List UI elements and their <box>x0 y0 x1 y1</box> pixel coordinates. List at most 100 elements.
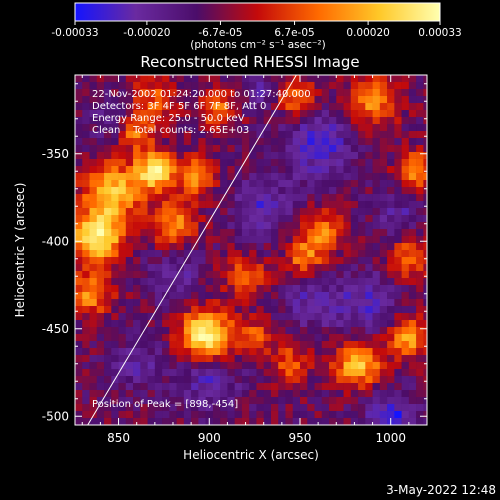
heatmap-cell <box>82 397 90 405</box>
heatmap-cell <box>249 418 257 425</box>
heatmap-cell <box>234 82 243 90</box>
heatmap-cell <box>423 264 427 272</box>
heatmap-cell <box>299 208 308 216</box>
heatmap-cell <box>89 229 98 237</box>
heatmap-cell <box>198 278 206 286</box>
heatmap-cell <box>89 194 98 202</box>
heatmap-cell <box>270 117 279 125</box>
heatmap-cell <box>379 404 388 412</box>
heatmap-cell <box>299 229 308 237</box>
heatmap-cell <box>394 327 402 335</box>
heatmap-cell <box>263 166 272 174</box>
heatmap-cell <box>270 404 279 412</box>
heatmap-cell <box>133 96 141 104</box>
y-tick-label: -350 <box>42 147 69 161</box>
heatmap-cell <box>263 404 272 412</box>
heatmap-cell <box>263 159 272 167</box>
heatmap-cell <box>416 96 424 104</box>
heatmap-cell <box>394 341 402 349</box>
heatmap-cell <box>263 89 272 97</box>
heatmap-cell <box>198 208 206 216</box>
heatmap-cell <box>89 362 98 370</box>
colorbar-tick-label: -6.7e-05 <box>198 27 242 39</box>
heatmap-cell <box>379 320 388 328</box>
heatmap-cell <box>241 418 250 425</box>
heatmap-cell <box>104 369 112 377</box>
heatmap-cell <box>162 229 170 237</box>
heatmap-cell <box>249 411 257 419</box>
heatmap-cell <box>111 75 119 83</box>
heatmap-cell <box>75 411 83 419</box>
heatmap-cell <box>423 369 427 377</box>
heatmap-cell <box>350 278 359 286</box>
heatmap-cell <box>169 411 177 419</box>
heatmap-cell <box>372 103 381 111</box>
heatmap-cell <box>212 299 221 307</box>
heatmap-cell <box>249 271 257 279</box>
heatmap-cell <box>329 208 337 216</box>
heatmap-cell <box>118 341 127 349</box>
heatmap-cell <box>75 271 83 279</box>
heatmap-cell <box>140 89 148 97</box>
heatmap-cell <box>379 418 388 425</box>
heatmap-cell <box>82 278 90 286</box>
heatmap-cell <box>249 124 257 132</box>
heatmap-cell <box>118 222 127 230</box>
heatmap-cell <box>169 208 177 216</box>
heatmap-cell <box>263 194 272 202</box>
heatmap-cell <box>118 383 127 391</box>
heatmap-cell <box>125 215 134 223</box>
heatmap-cell <box>256 341 264 349</box>
heatmap-cell <box>343 278 352 286</box>
heatmap-cell <box>372 194 381 202</box>
heatmap-cell <box>401 369 410 377</box>
heatmap-cell <box>82 418 90 425</box>
heatmap-cell <box>133 271 141 279</box>
heatmap-cell <box>111 299 119 307</box>
heatmap-cell <box>278 138 286 146</box>
heatmap-cell <box>292 369 301 377</box>
heatmap-cell <box>125 208 134 216</box>
heatmap-cell <box>198 292 206 300</box>
heatmap-cell <box>423 376 427 384</box>
heatmap-cell <box>169 82 177 90</box>
heatmap-cell <box>96 362 105 370</box>
heatmap-cell <box>234 131 243 139</box>
heatmap-cell <box>104 334 112 342</box>
heatmap-cell <box>336 355 344 363</box>
heatmap-cell <box>321 159 330 167</box>
heatmap-cell <box>329 285 337 293</box>
heatmap-cell <box>278 264 286 272</box>
heatmap-cell <box>285 341 294 349</box>
x-tick-label: 1000 <box>375 431 406 445</box>
heatmap-cell <box>358 369 366 377</box>
heatmap-cell <box>198 404 206 412</box>
heatmap-cell <box>169 355 177 363</box>
heatmap-cell <box>358 383 366 391</box>
heatmap-cell <box>111 285 119 293</box>
heatmap-cell <box>111 341 119 349</box>
heatmap-cell <box>89 397 98 405</box>
heatmap-cell <box>249 292 257 300</box>
heatmap-cell <box>270 299 279 307</box>
heatmap-cell <box>169 404 177 412</box>
heatmap-cell <box>299 369 308 377</box>
heatmap-cell <box>256 257 264 265</box>
heatmap-cell <box>75 320 83 328</box>
heatmap-cell <box>408 285 417 293</box>
heatmap-cell <box>350 243 359 251</box>
heatmap-cell <box>285 243 294 251</box>
heatmap-cell <box>292 103 301 111</box>
heatmap-cell <box>401 278 410 286</box>
heatmap-cell <box>75 159 83 167</box>
heatmap-cell <box>307 306 315 314</box>
heatmap-cell <box>292 201 301 209</box>
heatmap-cell <box>234 89 243 97</box>
heatmap-cell <box>241 271 250 279</box>
heatmap-cell <box>104 208 112 216</box>
heatmap-cell <box>205 404 214 412</box>
heatmap-cell <box>336 117 344 125</box>
heatmap-cell <box>176 285 185 293</box>
heatmap-cell <box>372 110 381 118</box>
heatmap-cell <box>408 383 417 391</box>
